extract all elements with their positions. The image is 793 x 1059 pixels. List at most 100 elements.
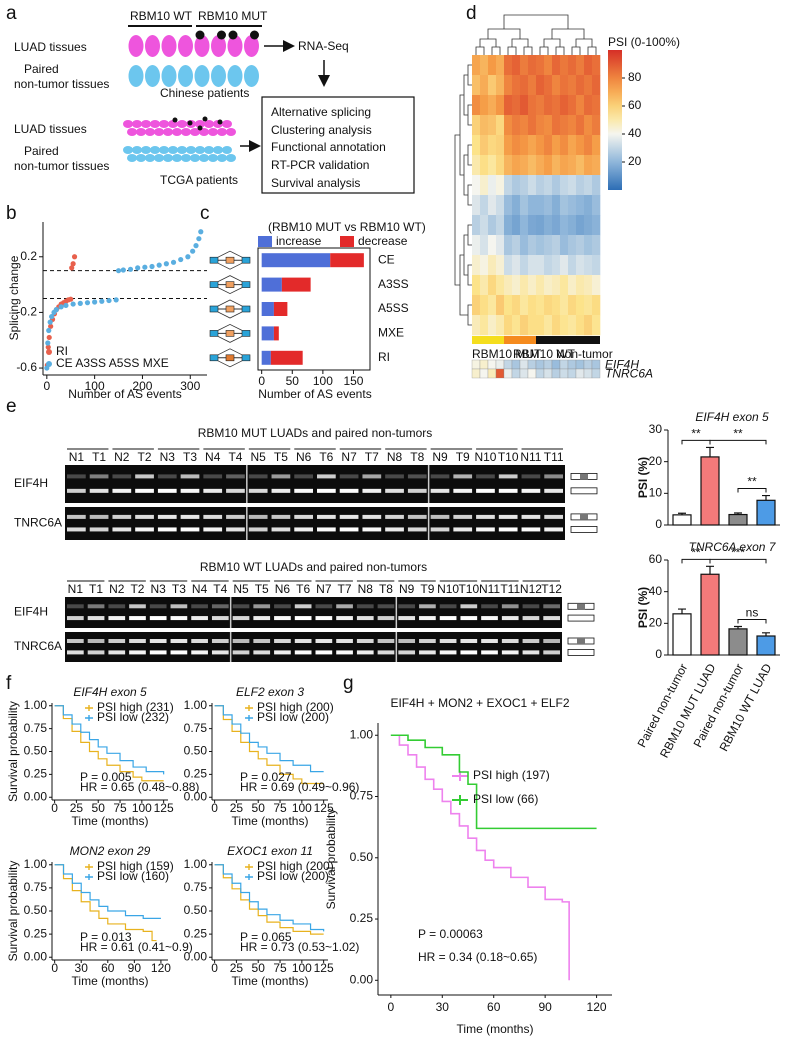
heatmap-cell (528, 195, 537, 216)
heatmap-cell (560, 175, 569, 196)
legend-marker (85, 864, 93, 870)
dendrogram (467, 304, 472, 326)
lane-label: T4 (228, 450, 242, 464)
gel-band (226, 514, 245, 519)
gel-band (191, 639, 208, 643)
point (135, 265, 141, 271)
y-tick-label: 0.2 (20, 249, 37, 263)
panel-label: f (6, 673, 12, 694)
heatmap-cell (552, 155, 561, 176)
x-tick-label: 0 (51, 801, 58, 815)
heatmap-cell (568, 75, 577, 96)
gel-band (226, 527, 245, 532)
survival-curve (214, 864, 325, 932)
cohort-label: Chinese patients (160, 86, 249, 100)
heatmap-cell (560, 215, 569, 236)
y-tick-label: 60 (649, 552, 663, 566)
tissue-sample (128, 35, 144, 57)
x-tick-label: 150 (343, 374, 363, 388)
normal-sample (132, 146, 142, 154)
dendrogram (479, 38, 497, 47)
lane-label: T6 (319, 450, 333, 464)
gel-band (460, 650, 478, 655)
x-axis-label: Time (months) (232, 814, 309, 828)
annotation: P = 0.005 (80, 770, 132, 784)
heatmap-cell (552, 295, 561, 316)
gel-band (170, 639, 188, 643)
heatmap-cell (471, 368, 481, 379)
gel-band (135, 514, 154, 519)
heatmap-cell (552, 55, 561, 76)
gel-band (211, 604, 229, 609)
gel-band (67, 650, 84, 655)
row-label: Paired (24, 144, 59, 158)
tissue-sample (145, 35, 160, 57)
x-tick-label: 30 (75, 961, 89, 975)
heatmap-cell (480, 235, 489, 256)
gel-band (362, 488, 382, 493)
heatmap-cell (559, 359, 569, 370)
heatmap-cell (552, 175, 561, 196)
gel-band (439, 639, 457, 643)
heatmap-cell (496, 95, 505, 116)
heatmap-cell (519, 368, 529, 379)
heatmap-cell (472, 135, 481, 156)
heatmap-cell (480, 75, 489, 96)
gel-band (129, 604, 146, 609)
gel-band (362, 514, 382, 519)
dendrogram (467, 184, 472, 206)
isoform-icon (577, 638, 585, 644)
y-tick-label: 0.75 (184, 721, 208, 735)
heatmap-cell (560, 295, 569, 316)
gel-band (544, 488, 563, 493)
normal-sample (208, 154, 218, 162)
heatmap-cell (576, 275, 585, 296)
heatmap-cell (496, 75, 505, 96)
heatmap-cell (496, 275, 505, 296)
heatmap-cell (512, 235, 521, 256)
gel-band (398, 639, 416, 643)
point (190, 248, 196, 254)
gel-band (248, 527, 268, 532)
heatmap-cell (472, 55, 481, 76)
gel-band (294, 616, 312, 621)
tissue-sample (127, 128, 137, 136)
normal-sample (141, 146, 151, 154)
x-tick-label: 0 (43, 379, 50, 393)
heatmap-cell (552, 215, 561, 236)
tissue-sample (172, 128, 182, 136)
dendrogram (459, 254, 464, 316)
heatmap-cell (488, 115, 497, 136)
group-bar (504, 336, 536, 344)
y-tick-label: 20 (649, 616, 663, 630)
heatmap-cell (560, 55, 569, 76)
chart-title: EXOC1 exon 11 (227, 844, 313, 858)
heatmap-cell (528, 75, 537, 96)
gel-band (157, 488, 177, 493)
x-tick-label: 75 (113, 801, 127, 815)
heatmap-cell (487, 368, 497, 379)
point (198, 229, 204, 235)
dendrogram (491, 46, 501, 55)
chart-title: MON2 exon 29 (70, 844, 151, 858)
method-label: RNA-Seq (298, 39, 349, 53)
y-axis-label: Survival probability (6, 861, 20, 962)
y-tick-label: -0.2 (16, 305, 37, 319)
event-icon (209, 281, 219, 288)
gel-band (232, 604, 250, 609)
gel-band (377, 616, 395, 621)
gel-title: RBM10 WT LUADs and paired non-tumors (200, 560, 427, 574)
heatmap-cell (472, 215, 481, 236)
heatmap-cell (480, 155, 489, 176)
heatmap-cell (527, 359, 537, 370)
gel-band (274, 604, 291, 609)
gel-band (407, 488, 427, 493)
significance-bracket (737, 488, 767, 493)
heatmap-cell (536, 155, 545, 176)
heatmap-cell (560, 75, 569, 96)
row-label: Paired (24, 62, 59, 76)
row-label: EIF4H (605, 358, 639, 372)
tissue-sample (177, 120, 187, 128)
heatmap-cell (504, 55, 513, 76)
heatmap-cell (576, 115, 585, 136)
